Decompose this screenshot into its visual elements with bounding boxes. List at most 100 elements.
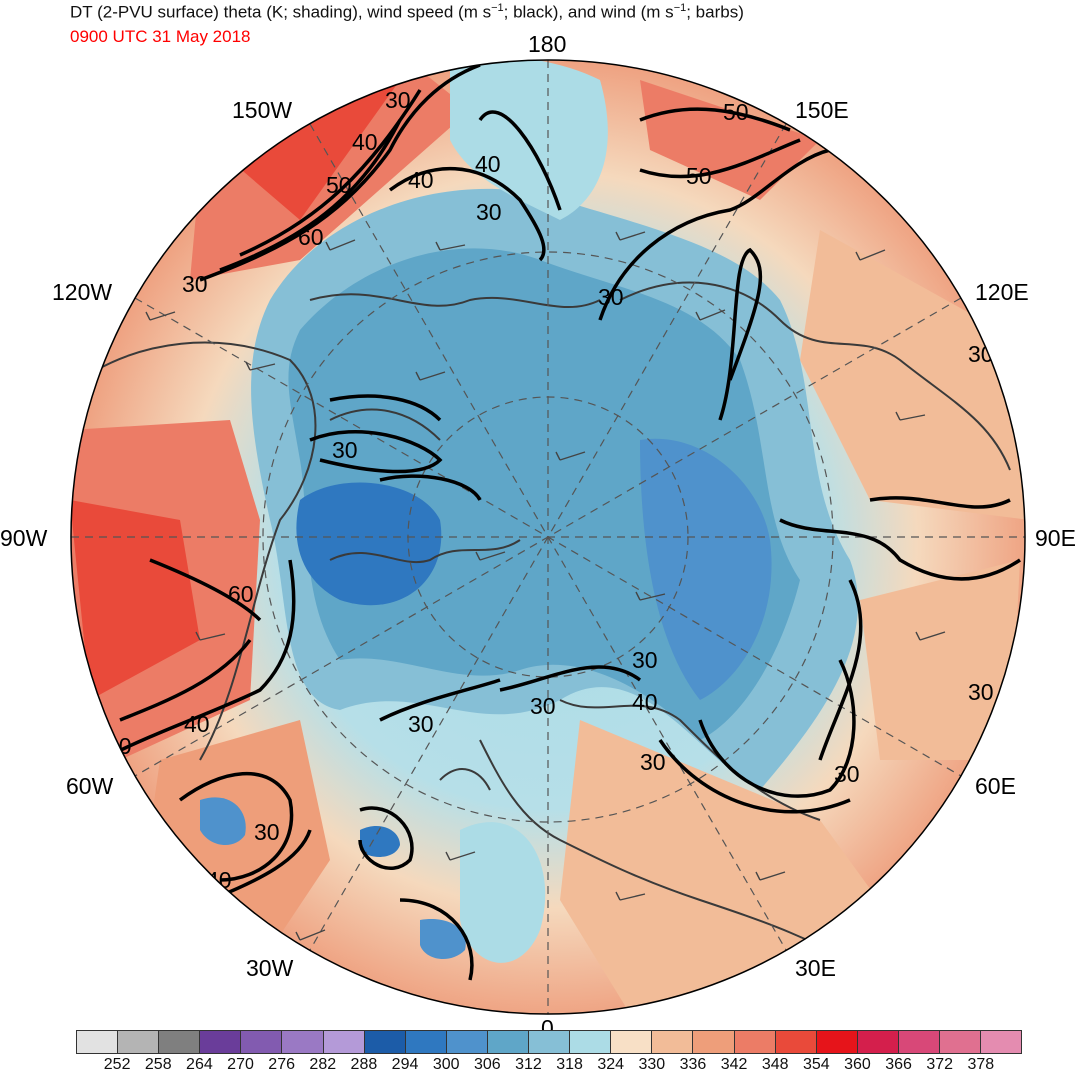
- lon-label-150w: 150W: [232, 97, 292, 123]
- contour-label: 30: [530, 693, 556, 719]
- warm-sector-central-asia: [860, 560, 1020, 760]
- lon-label-120w: 120W: [52, 279, 112, 305]
- colorbar-swatch: [159, 1031, 201, 1053]
- colorbar-swatch: [118, 1031, 160, 1053]
- contour-label: 30: [254, 819, 280, 845]
- colorbar: [76, 1030, 1022, 1054]
- contour-label: 40: [408, 167, 434, 193]
- contour-label: 50: [326, 172, 352, 198]
- lon-label-60e: 60E: [975, 773, 1016, 799]
- cold-eddy-iceland: [360, 825, 400, 857]
- hot-sector-pacific: [230, 80, 400, 220]
- colorbar-label: 258: [144, 1056, 172, 1073]
- colorbar-label: 354: [802, 1056, 830, 1073]
- contour-label: 30: [640, 749, 666, 775]
- cold-core-west: [296, 482, 442, 606]
- lon-label-150e: 150E: [795, 97, 849, 123]
- wind-speed-contours: [99, 63, 1021, 981]
- colorbar-label: 282: [309, 1056, 337, 1073]
- colorbar-swatch: [323, 1031, 365, 1053]
- contour-label: 40: [206, 867, 232, 893]
- contour-label: 60: [298, 224, 324, 250]
- colorbar-label: 324: [597, 1056, 625, 1073]
- colorbar-label: 342: [720, 1056, 748, 1073]
- contour-label: 50: [686, 163, 712, 189]
- longitude-labels: 180 150W 150E 120W 120E 90W 90E 60W 60E …: [0, 31, 1076, 1041]
- colorbar-swatch: [816, 1031, 858, 1053]
- contour-label: 30: [834, 761, 860, 787]
- lon-label-90e: 90E: [1035, 525, 1076, 551]
- contour-label: 30: [182, 271, 208, 297]
- colorbar-label: 294: [391, 1056, 419, 1073]
- colorbar-label: 312: [515, 1056, 542, 1073]
- valid-time: 0900 UTC 31 May 2018: [70, 27, 251, 46]
- colorbar-label: 318: [556, 1056, 583, 1073]
- contour-label: 30: [385, 87, 411, 113]
- colorbar-label: 378: [967, 1056, 995, 1073]
- hot-sector-americas: [71, 500, 200, 700]
- colorbar-swatch: [200, 1031, 242, 1053]
- colorbar-label: 270: [227, 1056, 254, 1073]
- lon-label-60w: 60W: [66, 773, 114, 799]
- cold-eddy-south: [420, 919, 466, 960]
- contour-label: 40: [352, 129, 378, 155]
- warm-sector-asia: [800, 230, 1025, 520]
- colorbar-swatch: [282, 1031, 324, 1053]
- contour-label: 40: [475, 151, 501, 177]
- colorbar-swatch: [529, 1031, 571, 1053]
- colorbar-label: 264: [186, 1056, 213, 1073]
- colorbar-swatch: [364, 1031, 406, 1053]
- theta-shading: 30 40 50 60 30 40 50 30 40 30 30 30 60 4…: [71, 60, 1025, 1014]
- contour-label: 30: [476, 199, 502, 225]
- lon-label-180: 180: [528, 31, 566, 57]
- contour-label: 30: [632, 647, 658, 673]
- colorbar-swatch: [898, 1031, 940, 1053]
- lon-label-90w: 90W: [0, 525, 48, 551]
- contour-label: 30: [598, 284, 624, 310]
- contour-label: 40: [184, 711, 210, 737]
- colorbar-swatch: [611, 1031, 653, 1053]
- contour-label: 50: [723, 99, 749, 125]
- graticule: [71, 60, 1025, 1014]
- colorbar-swatch: [693, 1031, 735, 1053]
- lon-label-30e: 30E: [795, 955, 836, 981]
- contour-label: 30: [968, 679, 994, 705]
- colorbar-label: 366: [885, 1056, 912, 1073]
- contour-label: 30: [408, 711, 434, 737]
- map-border: [70, 59, 1026, 1015]
- colorbar-swatch: [405, 1031, 447, 1053]
- contour-label: 60: [228, 581, 254, 607]
- coastlines: [79, 281, 1011, 981]
- colorbar-swatch: [981, 1031, 1022, 1053]
- colorbar-label: 330: [638, 1056, 666, 1073]
- contour-label: 40: [632, 689, 658, 715]
- wind-barbs: [145, 231, 946, 941]
- chart-title: DT (2-PVU surface) theta (K; shading), w…: [70, 2, 744, 22]
- colorbar-swatch: [939, 1031, 982, 1053]
- colorbar-swatch: [570, 1031, 612, 1053]
- colorbar-swatch: [446, 1031, 488, 1053]
- colorbar-label: 360: [844, 1056, 871, 1073]
- colorbar-label: 252: [103, 1056, 131, 1073]
- cool-tongue-europe: [460, 822, 546, 963]
- cold-eddy-atlantic: [200, 797, 246, 846]
- colorbar-label: 372: [926, 1056, 954, 1073]
- colorbar-label: 300: [432, 1056, 460, 1073]
- colorbar-swatch: [77, 1031, 119, 1053]
- colorbar-label: 306: [473, 1056, 501, 1073]
- colorbar-label: 336: [679, 1056, 707, 1073]
- colorbar-swatch: [734, 1031, 776, 1053]
- contour-labels: 30 40 50 60 30 40 50 30 40 30 30 30 60 4…: [106, 87, 994, 893]
- colorbar-labels: 252 258 264 270 276 282 288 294 300 306 312 318 324 3…: [76, 1056, 1022, 1076]
- colorbar-swatch: [857, 1031, 899, 1053]
- colorbar-swatch: [241, 1031, 283, 1053]
- lon-label-120e: 120E: [975, 279, 1029, 305]
- lon-label-30w: 30W: [246, 955, 294, 981]
- colorbar-swatch: [775, 1031, 817, 1053]
- colorbar-label: 276: [268, 1056, 295, 1073]
- cold-core-east: [640, 438, 772, 700]
- colorbar-label: 348: [761, 1056, 789, 1073]
- contour-label: 30: [968, 341, 994, 367]
- colorbar-label: 288: [350, 1056, 378, 1073]
